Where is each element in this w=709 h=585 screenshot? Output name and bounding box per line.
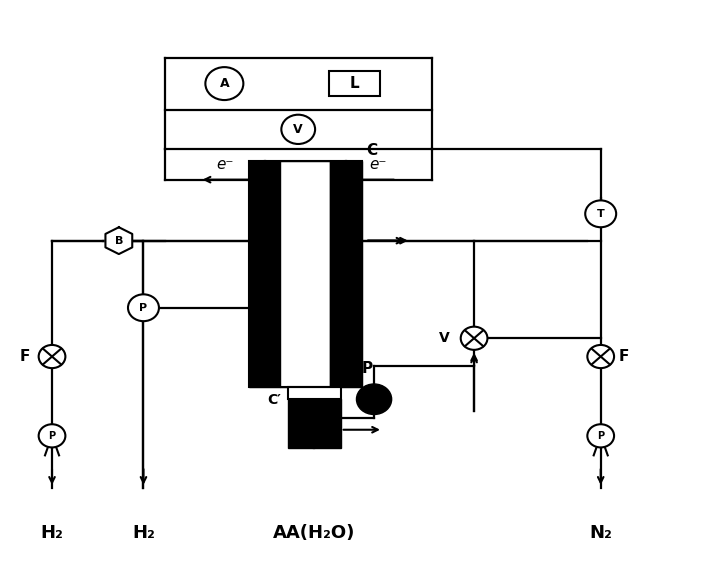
Circle shape [128, 294, 159, 321]
Text: V: V [439, 331, 450, 345]
Text: AA(H₂O): AA(H₂O) [273, 524, 355, 542]
Text: T: T [597, 209, 605, 219]
Text: H₂: H₂ [40, 524, 64, 542]
Circle shape [357, 384, 391, 415]
Circle shape [39, 424, 65, 448]
Circle shape [461, 326, 488, 350]
Bar [288, 387, 340, 399]
Text: P: P [140, 303, 147, 313]
Circle shape [39, 345, 65, 368]
Text: B: B [115, 236, 123, 246]
Text: V: V [294, 123, 303, 136]
Polygon shape [106, 227, 133, 254]
Bar [249, 161, 281, 387]
Circle shape [587, 345, 614, 368]
Bar [249, 161, 362, 387]
Text: P: P [597, 431, 604, 441]
Text: e⁻: e⁻ [369, 157, 387, 173]
Text: P: P [48, 431, 55, 441]
Text: F: F [618, 349, 629, 364]
Text: C: C [367, 143, 378, 159]
Bar [281, 161, 330, 387]
Text: e⁻: e⁻ [216, 157, 234, 173]
Text: C′: C′ [267, 393, 281, 407]
Text: F: F [19, 349, 30, 364]
Text: H₂: H₂ [132, 524, 155, 542]
Text: N₂: N₂ [589, 524, 612, 542]
Bar [288, 399, 340, 448]
Circle shape [206, 67, 243, 100]
Text: A: A [220, 77, 229, 90]
Bar [329, 71, 380, 97]
Circle shape [281, 115, 315, 144]
Bar [330, 161, 362, 387]
Text: L: L [350, 76, 359, 91]
Text: P: P [362, 361, 373, 376]
Circle shape [585, 201, 616, 227]
Circle shape [587, 424, 614, 448]
